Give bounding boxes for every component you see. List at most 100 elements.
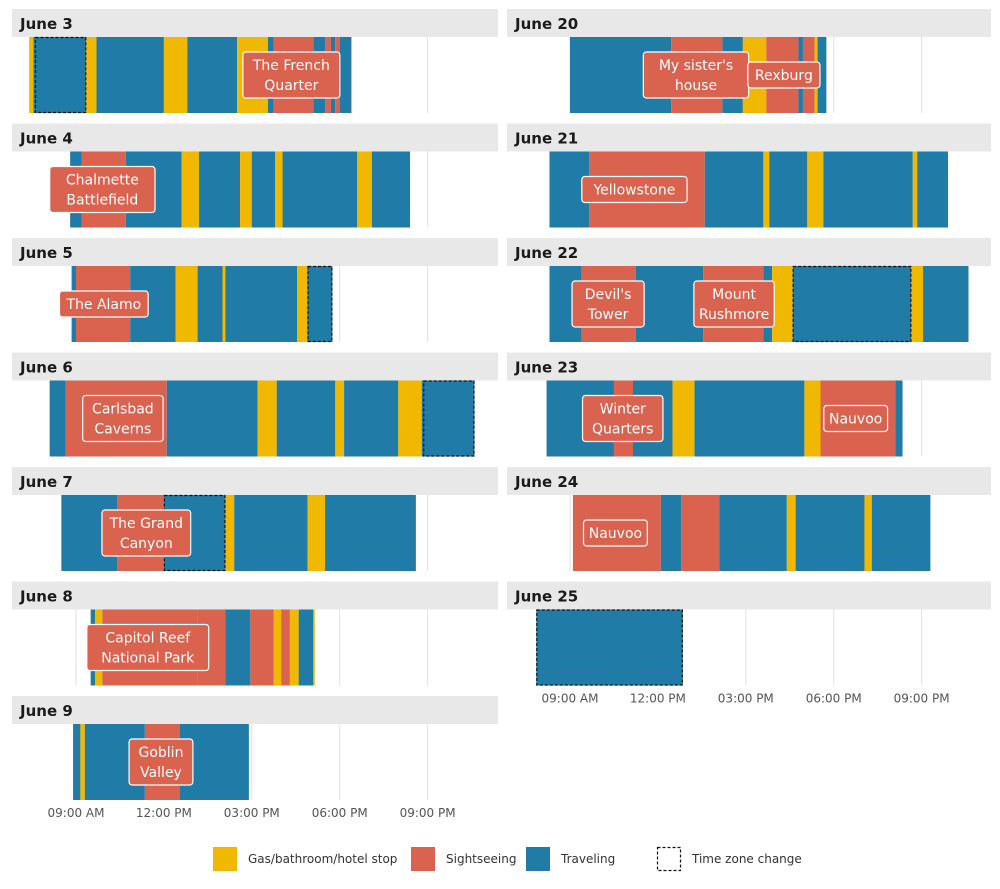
x-tick-label: 03:00 PM — [224, 806, 280, 820]
day-panel: June 6 Carlsbad Caverns — [12, 352, 498, 457]
annotation-text: Capitol Reef — [105, 631, 191, 647]
segment-stop — [289, 609, 299, 686]
segment-stop — [163, 37, 188, 113]
annotation-box — [128, 738, 194, 786]
segment-travel — [307, 266, 333, 342]
day-panel: June 25 09:00 AM 12:00 PM 03:00 PM 06:00 PM 0… — [507, 581, 991, 706]
day-label: June 22 — [514, 244, 578, 262]
segment-stop — [864, 495, 872, 571]
day-panel: June 20 My sister's house Rexburg — [507, 9, 991, 113]
day-header — [12, 352, 498, 381]
annotation-text: house — [675, 78, 717, 94]
annotation-text: Mount — [712, 287, 756, 303]
day-header — [12, 581, 498, 610]
annotation-box — [86, 623, 210, 672]
segment-travel — [917, 151, 948, 228]
annotation: My sister's house — [642, 51, 750, 99]
day-label: June 21 — [514, 130, 578, 148]
day-label: June 7 — [19, 473, 73, 491]
day-label: June 25 — [514, 588, 578, 606]
annotation-text: Carlsbad — [92, 402, 154, 418]
annotation-box — [58, 290, 149, 318]
legend-item-tz: Time zone change — [656, 846, 802, 872]
time-zone-box — [423, 380, 475, 457]
segment-stop — [307, 495, 326, 571]
legend-label: Traveling — [560, 852, 615, 866]
segment-stop — [222, 266, 226, 342]
segment-travel — [166, 380, 258, 457]
segment-stop — [912, 151, 918, 228]
annotation-text: The Grand — [109, 516, 183, 532]
segment-travel — [199, 151, 241, 228]
day-header — [507, 467, 991, 495]
annotation: The French Quarter — [242, 51, 341, 99]
day-panel: June 5 The Alamo — [12, 238, 498, 343]
segment-stop — [357, 151, 372, 228]
legend-swatch — [213, 847, 237, 871]
legend-item-travel: Traveling — [526, 847, 615, 871]
annotation-text: Rexburg — [755, 68, 813, 84]
segment-travel — [282, 151, 358, 228]
day-label: June 4 — [19, 130, 73, 148]
annotation-text: Quarters — [592, 422, 653, 438]
day-panel: June 3 The French Quarter — [12, 9, 498, 114]
legend-swatch — [656, 846, 682, 872]
day-header — [507, 9, 991, 37]
annotation: Capitol Reef National Park — [86, 623, 210, 672]
annotation: The Alamo — [58, 290, 149, 318]
segment-travel — [339, 37, 352, 113]
segment-stop — [786, 495, 796, 571]
day-panel: June 21 Yellowstone — [507, 123, 991, 228]
time-zone-box — [536, 609, 683, 686]
legend: Gas/bathroom/hotel stop Sightseeing Travel… — [213, 846, 802, 872]
segment-travel — [895, 380, 903, 457]
segment-travel — [225, 266, 298, 342]
annotation-text: Rushmore — [699, 307, 769, 323]
segment-travel — [96, 37, 164, 113]
annotation-text: Nauvoo — [829, 412, 882, 428]
day-header — [12, 467, 498, 495]
segment-travel — [197, 266, 223, 342]
segment-stop — [804, 380, 821, 457]
segment-travel — [371, 151, 411, 228]
x-tick-label: 09:00 AM — [48, 806, 105, 820]
day-label: June 24 — [514, 473, 578, 491]
annotation-box — [101, 509, 192, 557]
annotation: Rexburg — [747, 61, 821, 89]
annotation-text: Canyon — [120, 536, 173, 552]
segment-travel — [49, 380, 66, 457]
segment-travel — [33, 37, 87, 113]
annotation-box — [82, 394, 164, 443]
time-zone-box — [792, 265, 912, 343]
x-tick-label: 06:00 PM — [312, 806, 368, 820]
x-tick-label: 06:00 PM — [806, 692, 862, 706]
segment-travel — [660, 495, 682, 571]
segment-stop — [772, 266, 793, 342]
day-panel: June 4 Chalmette Battlefield — [12, 123, 498, 228]
annotation-box — [571, 280, 645, 328]
segment-travel — [298, 609, 314, 686]
segment-travel — [635, 266, 704, 342]
annotation-box — [581, 175, 688, 204]
time-zone-box — [307, 265, 333, 343]
segment-travel — [769, 151, 808, 228]
annotation-text: Winter — [600, 402, 646, 418]
annotation: Nauvoo — [823, 404, 889, 433]
segment-sight — [681, 495, 720, 571]
legend-swatch — [526, 847, 550, 871]
segment-stop — [175, 266, 198, 342]
segment-sight — [281, 609, 290, 686]
day-panel: June 22 Devil's Tower Mount Rushmore — [507, 238, 991, 343]
segment-travel — [694, 380, 805, 457]
annotation-text: National Park — [101, 651, 195, 667]
day-header — [12, 123, 498, 152]
annotation-text: Quarter — [264, 78, 318, 94]
x-tick-label: 09:00 PM — [400, 806, 456, 820]
day-header — [507, 123, 991, 152]
time-zone-box — [34, 36, 87, 114]
segment-travel — [225, 609, 251, 686]
segment-stop — [29, 37, 34, 113]
annotation: Devil's Tower — [571, 280, 645, 328]
day-header — [507, 238, 991, 266]
day-header — [12, 9, 498, 37]
